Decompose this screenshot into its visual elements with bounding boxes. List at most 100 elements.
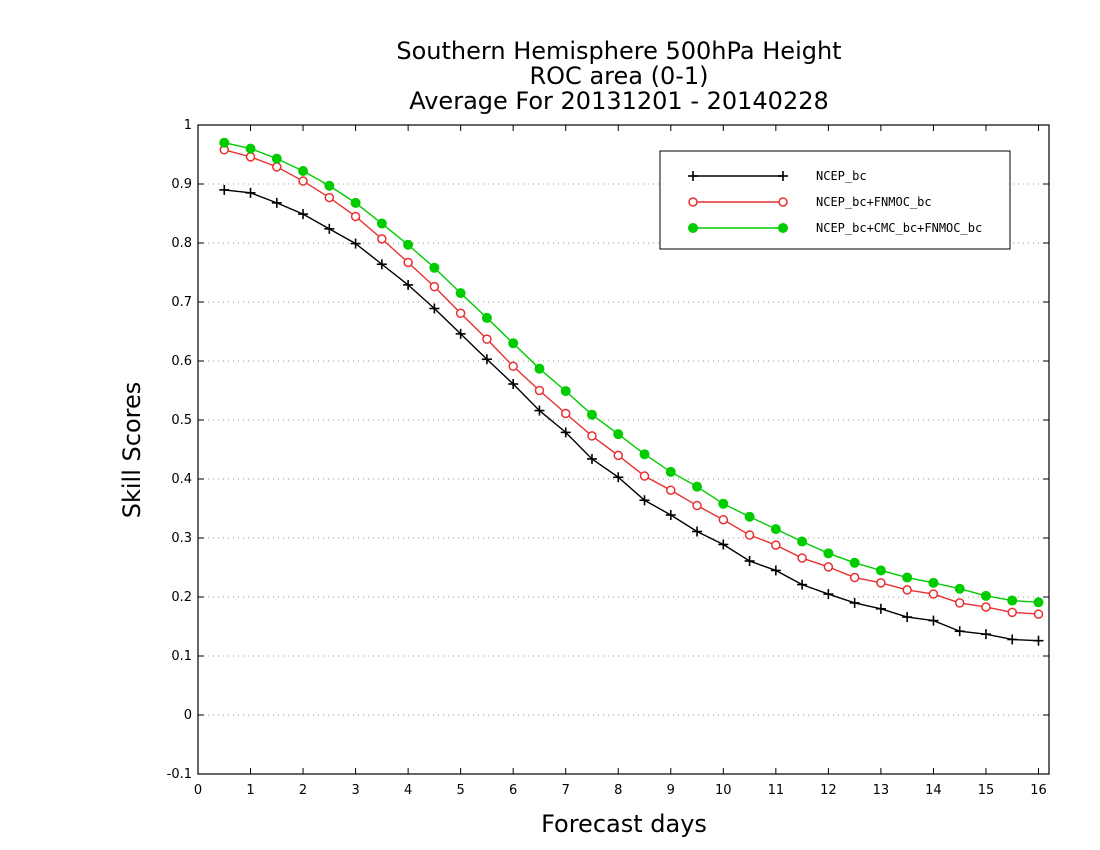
x-tick-label: 13	[873, 783, 890, 798]
legend-marker	[688, 223, 698, 233]
x-tick-label: 3	[351, 783, 359, 798]
data-point	[245, 187, 256, 198]
data-point	[560, 408, 571, 419]
data-point	[482, 334, 492, 344]
data-point	[692, 526, 703, 537]
x-tick-label: 1	[246, 783, 254, 798]
x-tick-label: 16	[1030, 783, 1047, 798]
y-tick-label: 0.9	[171, 177, 192, 192]
x-tick-label: 7	[562, 783, 570, 798]
legend-marker	[778, 171, 788, 181]
data-point	[797, 579, 808, 590]
data-point	[429, 281, 440, 292]
x-tick-label: 8	[614, 783, 622, 798]
data-point	[350, 238, 361, 249]
x-tick-label: 12	[820, 783, 837, 798]
legend-marker	[778, 223, 788, 233]
data-point	[455, 328, 466, 339]
data-point	[403, 257, 413, 268]
data-point	[560, 386, 571, 397]
data-point	[692, 481, 703, 492]
data-point	[324, 180, 335, 191]
data-point	[1033, 597, 1044, 608]
legend-entry-label: NCEP_bc+FNMOC_bc	[816, 195, 932, 209]
data-point	[324, 223, 335, 234]
data-point	[823, 548, 834, 559]
data-point	[639, 495, 650, 506]
data-point	[508, 379, 519, 390]
data-point	[639, 471, 650, 481]
data-point	[692, 500, 702, 511]
data-point	[613, 429, 624, 440]
data-point	[718, 539, 729, 550]
x-tick-label: 15	[978, 783, 995, 798]
x-tick-label: 11	[768, 783, 785, 798]
data-point	[298, 176, 308, 186]
data-point	[876, 578, 886, 588]
data-point	[770, 565, 781, 576]
legend-entry-label: NCEP_bc	[816, 169, 867, 183]
data-point	[586, 453, 597, 464]
data-point	[481, 312, 492, 323]
chart-title-line-2: ROC area (0-1)	[529, 62, 708, 90]
y-tick-label: 0.3	[171, 531, 192, 546]
data-point	[508, 361, 518, 372]
y-tick-label: 0	[184, 708, 192, 723]
data-point	[902, 585, 912, 595]
x-tick-label: 6	[509, 783, 517, 798]
data-point	[770, 524, 781, 535]
data-point	[980, 590, 991, 601]
grid-lines	[198, 183, 1049, 716]
data-point	[455, 308, 466, 318]
y-axis-label: Skill Scores	[118, 382, 146, 519]
data-point	[429, 262, 440, 273]
data-point	[508, 338, 519, 349]
data-point	[613, 472, 624, 483]
x-tick-label: 14	[925, 783, 942, 798]
data-point	[324, 192, 335, 203]
data-point	[534, 363, 545, 374]
data-point	[797, 536, 808, 547]
chart-title-line-1: Southern Hemisphere 500hPa Height	[396, 37, 841, 65]
data-point	[928, 577, 939, 588]
data-point	[875, 565, 886, 576]
data-point	[980, 629, 991, 640]
legend: NCEP_bc NCEP_bc+FNMOC_bc NCEP_bc+CMC_bc+FN…	[659, 150, 1011, 250]
y-tick-label: 0.1	[171, 649, 192, 664]
data-point	[271, 197, 282, 208]
data-point	[1007, 595, 1018, 606]
data-point	[429, 303, 440, 314]
data-point	[665, 509, 676, 520]
data-point	[586, 409, 597, 420]
y-tick-label: 1	[184, 118, 192, 133]
data-point	[350, 197, 361, 208]
plot-frame	[197, 124, 1050, 775]
y-tick-label: 0.4	[171, 472, 192, 487]
data-point	[849, 557, 860, 568]
legend-entry-label: NCEP_bc+CMC_bc+FNMOC_bc	[816, 221, 982, 235]
data-point	[744, 511, 755, 522]
data-point	[350, 211, 361, 222]
data-point	[245, 152, 256, 162]
data-point	[376, 259, 387, 270]
data-point	[481, 354, 492, 365]
data-point	[718, 498, 729, 509]
data-point	[219, 184, 230, 195]
data-point	[613, 450, 623, 461]
data-point	[403, 279, 414, 290]
y-tick-label: 0.7	[171, 295, 192, 310]
legend-marker	[778, 197, 788, 207]
data-point	[849, 597, 860, 608]
data-point	[902, 612, 913, 623]
data-point	[928, 615, 939, 626]
data-point	[639, 449, 650, 460]
data-point	[403, 239, 414, 250]
data-point	[666, 485, 676, 495]
data-point	[1007, 607, 1017, 618]
series-layer	[219, 137, 1044, 646]
x-tick-label: 0	[194, 783, 202, 798]
data-point	[823, 562, 834, 572]
legend-marker	[688, 171, 698, 181]
data-point	[560, 427, 571, 438]
